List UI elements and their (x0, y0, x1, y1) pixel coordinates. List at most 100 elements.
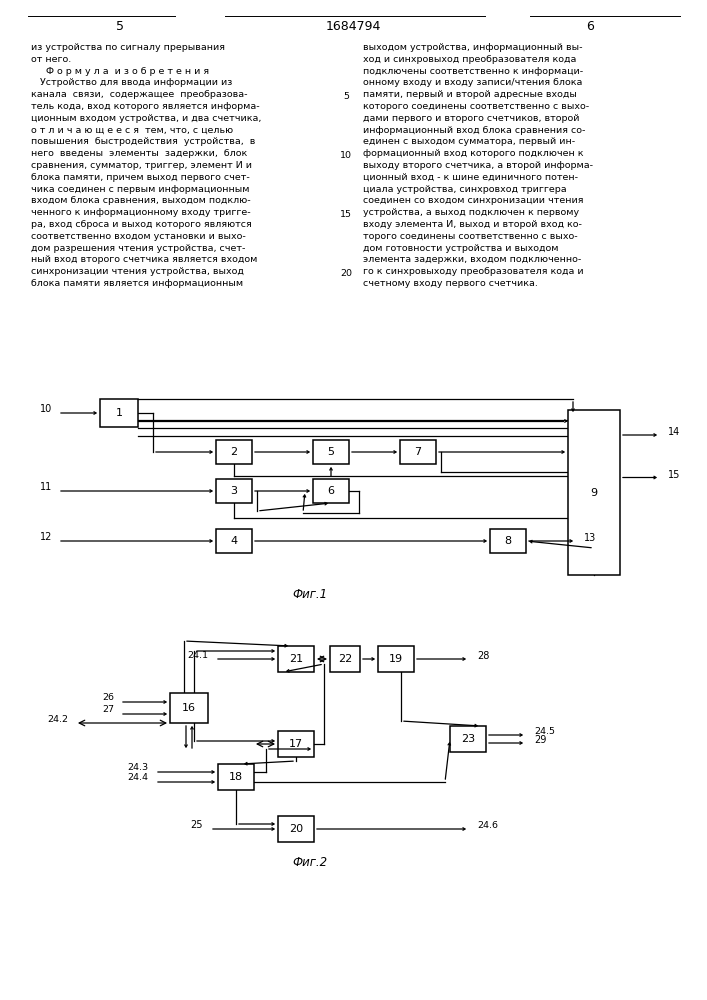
Text: 17: 17 (289, 739, 303, 749)
Text: элемента задержки, входом подключенно-: элемента задержки, входом подключенно- (363, 255, 581, 264)
Text: подключены соответственно к информаци-: подключены соответственно к информаци- (363, 67, 583, 76)
FancyBboxPatch shape (170, 693, 208, 723)
Text: 7: 7 (414, 447, 421, 457)
Text: 24.5: 24.5 (534, 728, 555, 736)
Text: выходом устройства, информационный вы-: выходом устройства, информационный вы- (363, 43, 583, 52)
Text: соответственно входом установки и выхо-: соответственно входом установки и выхо- (31, 232, 246, 241)
Text: блока памяти, причем выход первого счет-: блока памяти, причем выход первого счет- (31, 173, 250, 182)
Text: счетному входу первого счетчика.: счетному входу первого счетчика. (363, 279, 538, 288)
Text: 6: 6 (327, 486, 334, 496)
Text: 10: 10 (340, 151, 352, 160)
FancyBboxPatch shape (450, 726, 486, 752)
Text: из устройства по сигналу прерывания: из устройства по сигналу прерывания (31, 43, 225, 52)
FancyBboxPatch shape (278, 646, 314, 672)
Text: 11: 11 (40, 482, 52, 492)
Text: 2: 2 (230, 447, 238, 457)
Text: 24.1: 24.1 (187, 650, 208, 660)
Text: 21: 21 (289, 654, 303, 664)
Text: 20: 20 (340, 269, 352, 278)
Text: Ф о р м у л а  и з о б р е т е н и я: Ф о р м у л а и з о б р е т е н и я (31, 67, 209, 76)
Text: 28: 28 (477, 651, 489, 661)
Text: 10: 10 (40, 404, 52, 414)
Text: 13: 13 (584, 533, 596, 543)
Text: соединен со входом синхронизации чтения: соединен со входом синхронизации чтения (363, 196, 583, 205)
FancyBboxPatch shape (278, 816, 314, 842)
Text: Фиг.1: Фиг.1 (293, 588, 327, 601)
FancyBboxPatch shape (490, 529, 526, 553)
Text: памяти, первый и второй адресные входы: памяти, первый и второй адресные входы (363, 90, 577, 99)
Text: единен с выходом сумматора, первый ин-: единен с выходом сумматора, первый ин- (363, 137, 575, 146)
Text: от него.: от него. (31, 55, 71, 64)
Text: входом блока сравнения, выходом подклю-: входом блока сравнения, выходом подклю- (31, 196, 250, 205)
Text: тель кода, вход которого является информа-: тель кода, вход которого является информ… (31, 102, 259, 111)
FancyBboxPatch shape (218, 764, 254, 790)
Text: 24.3: 24.3 (127, 764, 148, 772)
Text: 24.2: 24.2 (47, 714, 68, 724)
Text: 12: 12 (40, 532, 52, 542)
Text: 1: 1 (115, 408, 122, 418)
Text: входу элемента И, выход и второй вход ко-: входу элемента И, выход и второй вход ко… (363, 220, 582, 229)
Text: 23: 23 (461, 734, 475, 744)
Text: которого соединены соответственно с выхо-: которого соединены соответственно с выхо… (363, 102, 589, 111)
Text: синхронизации чтения устройства, выход: синхронизации чтения устройства, выход (31, 267, 244, 276)
Text: канала  связи,  содержащее  преобразова-: канала связи, содержащее преобразова- (31, 90, 247, 99)
FancyBboxPatch shape (278, 731, 314, 757)
Text: чика соединен с первым информационным: чика соединен с первым информационным (31, 185, 250, 194)
Text: него  введены  элементы  задержки,  блок: него введены элементы задержки, блок (31, 149, 247, 158)
FancyBboxPatch shape (313, 479, 349, 503)
Text: 24.6: 24.6 (477, 822, 498, 830)
Text: 24.4: 24.4 (127, 774, 148, 782)
Text: го к синхровыходу преобразователя кода и: го к синхровыходу преобразователя кода и (363, 267, 583, 276)
Text: 26: 26 (102, 694, 114, 702)
Text: 8: 8 (504, 536, 512, 546)
Text: дом готовности устройства и выходом: дом готовности устройства и выходом (363, 244, 559, 253)
Text: 5: 5 (343, 92, 349, 101)
Text: 5: 5 (116, 19, 124, 32)
Text: устройства, а выход подключен к первому: устройства, а выход подключен к первому (363, 208, 579, 217)
Text: повышения  быстродействия  устройства,  в: повышения быстродействия устройства, в (31, 137, 255, 146)
Text: 4: 4 (230, 536, 238, 546)
Text: 25: 25 (190, 820, 203, 830)
Text: 27: 27 (102, 706, 114, 714)
Text: дом разрешения чтения устройства, счет-: дом разрешения чтения устройства, счет- (31, 244, 245, 253)
Text: 19: 19 (389, 654, 403, 664)
FancyBboxPatch shape (313, 440, 349, 464)
Text: 1684794: 1684794 (325, 19, 380, 32)
Text: сравнения, сумматор, триггер, элемент И и: сравнения, сумматор, триггер, элемент И … (31, 161, 252, 170)
Text: 14: 14 (668, 427, 680, 437)
Text: циала устройства, синхровход триггера: циала устройства, синхровход триггера (363, 185, 566, 194)
FancyBboxPatch shape (400, 440, 436, 464)
Text: ный вход второго счетчика является входом: ный вход второго счетчика является входо… (31, 255, 257, 264)
FancyBboxPatch shape (330, 646, 360, 672)
Text: 15: 15 (340, 210, 352, 219)
Text: торого соединены соответственно с выхо-: торого соединены соответственно с выхо- (363, 232, 578, 241)
Text: 16: 16 (182, 703, 196, 713)
Text: Устройство для ввода информации из: Устройство для ввода информации из (31, 78, 233, 87)
FancyBboxPatch shape (568, 410, 620, 575)
Text: формационный вход которого подключен к: формационный вход которого подключен к (363, 149, 583, 158)
FancyBboxPatch shape (100, 399, 138, 427)
FancyBboxPatch shape (216, 529, 252, 553)
Text: 5: 5 (327, 447, 334, 457)
Text: ционным входом устройства, и два счетчика,: ционным входом устройства, и два счетчик… (31, 114, 262, 123)
Text: 9: 9 (590, 488, 597, 497)
Text: 29: 29 (534, 735, 547, 745)
Text: о т л и ч а ю щ е е с я  тем, что, с целью: о т л и ч а ю щ е е с я тем, что, с цель… (31, 126, 233, 135)
Text: Фиг.2: Фиг.2 (293, 856, 327, 868)
Text: ченного к информационному входу тригге-: ченного к информационному входу тригге- (31, 208, 250, 217)
Text: 15: 15 (668, 470, 680, 480)
Text: онному входу и входу записи/чтения блока: онному входу и входу записи/чтения блока (363, 78, 583, 87)
Text: ра, вход сброса и выход которого являются: ра, вход сброса и выход которого являютс… (31, 220, 252, 229)
Text: 20: 20 (289, 824, 303, 834)
Text: информационный вход блока сравнения со-: информационный вход блока сравнения со- (363, 126, 585, 135)
FancyBboxPatch shape (216, 479, 252, 503)
Text: дами первого и второго счетчиков, второй: дами первого и второго счетчиков, второй (363, 114, 580, 123)
FancyBboxPatch shape (216, 440, 252, 464)
FancyBboxPatch shape (378, 646, 414, 672)
Text: 3: 3 (230, 486, 238, 496)
Text: 6: 6 (586, 19, 594, 32)
Text: ход и синхровыход преобразователя кода: ход и синхровыход преобразователя кода (363, 55, 576, 64)
Text: блока памяти является информационным: блока памяти является информационным (31, 279, 243, 288)
Text: 18: 18 (229, 772, 243, 782)
Text: 22: 22 (338, 654, 352, 664)
